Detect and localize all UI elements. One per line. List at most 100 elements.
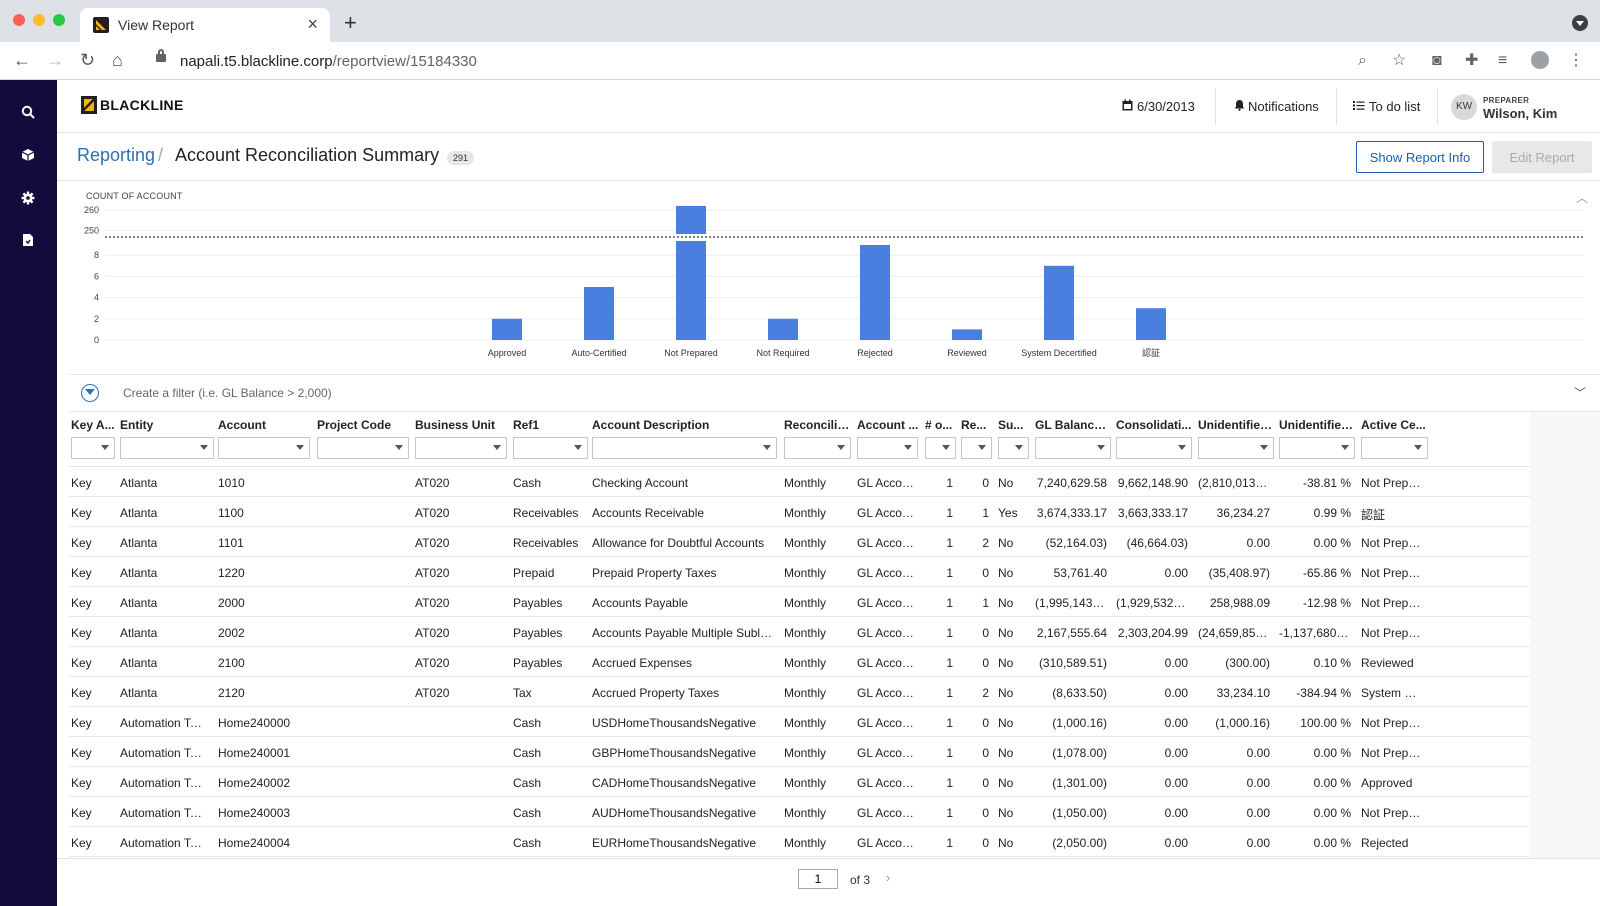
- extensions-icon[interactable]: ✚: [1465, 52, 1479, 69]
- gear-icon[interactable]: [18, 190, 38, 210]
- table-row[interactable]: Key Atlanta 1010 AT020 Cash Checking Account M…: [69, 467, 1530, 497]
- table-cell: Atlanta: [120, 626, 158, 640]
- todo-list-button[interactable]: To do list: [1353, 80, 1420, 133]
- column-header[interactable]: Re...: [961, 418, 987, 432]
- table-row[interactable]: Key Automation Test... Home240001 Cash GBPHo…: [69, 737, 1530, 767]
- user-menu[interactable]: KW PREPARER Wilson, Kim: [1451, 80, 1557, 133]
- table-cell: Monthly: [784, 656, 827, 670]
- table-cell: Cash: [513, 806, 542, 820]
- tab-search-icon[interactable]: [1572, 15, 1588, 31]
- column-header[interactable]: Project Code: [317, 418, 392, 432]
- table-row[interactable]: Key Automation Test... Home240003 Cash AUDHo…: [69, 797, 1530, 827]
- forward-icon[interactable]: →: [46, 50, 64, 70]
- table-cell: 53,761.40: [1053, 566, 1107, 580]
- table-row[interactable]: Key Automation Test... Home240000 Cash USDHo…: [69, 707, 1530, 737]
- new-tab-icon[interactable]: +: [344, 10, 357, 35]
- table-cell: Key: [71, 836, 92, 850]
- table-cell: 1010: [218, 476, 245, 490]
- breadcrumb-reporting[interactable]: Reporting: [77, 145, 156, 165]
- column-header[interactable]: Reconcilia...: [784, 418, 851, 432]
- chart-bar: [584, 287, 614, 340]
- column-filter-input[interactable]: [961, 437, 992, 459]
- next-page-icon[interactable]: ›: [886, 870, 891, 885]
- cube-icon[interactable]: [18, 147, 38, 167]
- table-row[interactable]: Key Atlanta 1101 AT020 Receivables Allowance …: [69, 527, 1530, 557]
- table-cell: Monthly: [784, 506, 827, 520]
- browser-tab[interactable]: View Report ×: [80, 8, 330, 42]
- search-icon[interactable]: [18, 104, 38, 124]
- column-filter-input[interactable]: [71, 437, 115, 459]
- period-selector[interactable]: 6/30/2013: [1122, 80, 1195, 133]
- table-row[interactable]: Key Atlanta 2002 AT020 Payables Accounts Paya…: [69, 617, 1530, 647]
- table-cell: 1: [946, 476, 953, 490]
- filter-icon[interactable]: [81, 384, 99, 402]
- minimize-window-button[interactable]: [33, 14, 45, 26]
- x-tick-label: 認証: [1142, 347, 1160, 358]
- column-header[interactable]: GL Balance ...: [1035, 418, 1111, 432]
- column-header[interactable]: Key A...: [71, 418, 115, 432]
- table-row[interactable]: Key Automation Test... Home240002 Cash CADHo…: [69, 767, 1530, 797]
- table-row[interactable]: Key Atlanta 2120 AT020 Tax Accrued Property T…: [69, 677, 1530, 707]
- home-icon[interactable]: ⌂: [112, 50, 123, 70]
- column-header[interactable]: Unidentified...: [1198, 418, 1274, 432]
- column-filter-input[interactable]: [784, 437, 851, 459]
- filter-input[interactable]: Create a filter (i.e. GL Balance > 2,000…: [123, 386, 332, 400]
- column-header[interactable]: Account Description: [592, 418, 710, 432]
- show-report-info-button[interactable]: Show Report Info: [1356, 141, 1484, 173]
- maximize-window-button[interactable]: [53, 14, 65, 26]
- table-row[interactable]: Key Atlanta 2100 AT020 Payables Accrued Expen…: [69, 647, 1530, 677]
- column-filter-input[interactable]: [218, 437, 310, 459]
- table-row[interactable]: Key Atlanta 1100 AT020 Receivables Accounts R…: [69, 497, 1530, 527]
- profile-icon[interactable]: [1531, 51, 1549, 69]
- column-header[interactable]: Account ...: [857, 418, 919, 432]
- bookmark-star-icon[interactable]: ☆: [1392, 52, 1407, 69]
- column-filter-input[interactable]: [120, 437, 214, 459]
- column-filter-input[interactable]: [317, 437, 409, 459]
- column-filter-input[interactable]: [1361, 437, 1428, 459]
- table-row[interactable]: Key Atlanta 1220 AT020 Prepaid Prepaid Proper…: [69, 557, 1530, 587]
- reload-icon[interactable]: ↻: [80, 50, 96, 70]
- column-filter-input[interactable]: [925, 437, 956, 459]
- column-header[interactable]: Active Ce...: [1361, 418, 1426, 432]
- column-header[interactable]: Business Unit: [415, 418, 496, 432]
- edit-report-button[interactable]: Edit Report: [1492, 141, 1592, 173]
- column-filter-input[interactable]: [513, 437, 588, 459]
- chevron-down-icon[interactable]: ﹀: [1573, 386, 1586, 400]
- column-filter-input[interactable]: [857, 437, 918, 459]
- column-filter-input[interactable]: [592, 437, 777, 459]
- column-header[interactable]: Account: [218, 418, 266, 432]
- browser-menu-icon[interactable]: ⋮: [1568, 52, 1584, 69]
- table-cell: 1: [946, 536, 953, 550]
- column-filter-input[interactable]: [1198, 437, 1274, 459]
- table-cell: Not Prepar...: [1361, 746, 1425, 760]
- table-cell: AT020: [415, 536, 450, 550]
- column-header[interactable]: Unidentified...: [1279, 418, 1355, 432]
- report-title-bar: Reporting / Account Reconciliation Summa…: [57, 133, 1600, 181]
- document-icon[interactable]: [18, 232, 38, 252]
- media-icon[interactable]: ≡: [1498, 52, 1508, 69]
- close-tab-icon[interactable]: ×: [307, 14, 318, 34]
- column-filter-input[interactable]: [1035, 437, 1111, 459]
- close-window-button[interactable]: [13, 14, 25, 26]
- camera-icon[interactable]: ◙: [1432, 52, 1442, 69]
- blackline-logo[interactable]: BLACKLINE: [81, 96, 184, 114]
- column-filter-input[interactable]: [415, 437, 507, 459]
- notifications-button[interactable]: Notifications: [1234, 80, 1319, 133]
- column-filter-input[interactable]: [1116, 437, 1192, 459]
- address-bar[interactable]: napali.t5.blackline.corp/reportview/1518…: [146, 46, 1402, 76]
- column-header[interactable]: Su...: [998, 418, 1024, 432]
- column-header[interactable]: Ref1: [513, 418, 540, 432]
- column-header[interactable]: Consolidati...: [1116, 418, 1192, 432]
- column-header[interactable]: # o...: [925, 418, 953, 432]
- table-cell: Payables: [513, 626, 563, 640]
- zoom-icon[interactable]: ⌕: [1358, 52, 1367, 69]
- column-header[interactable]: Entity: [120, 418, 154, 432]
- table-row[interactable]: Key Atlanta 2000 AT020 Payables Accounts Paya…: [69, 587, 1530, 617]
- table-cell: 0.00: [1164, 806, 1188, 820]
- back-icon[interactable]: ←: [13, 50, 31, 70]
- column-filter-input[interactable]: [998, 437, 1029, 459]
- page-number-input[interactable]: [798, 869, 838, 889]
- table-row[interactable]: Key Automation Test... Home240004 Cash EURHo…: [69, 827, 1530, 857]
- column-filter-input[interactable]: [1279, 437, 1355, 459]
- chevron-up-icon[interactable]: ︿: [1575, 191, 1588, 205]
